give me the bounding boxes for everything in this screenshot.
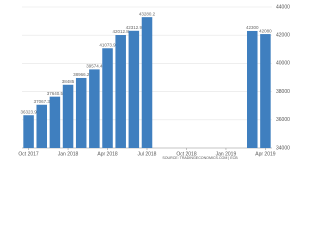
bar <box>49 96 61 148</box>
value-label: 38485 <box>62 79 75 84</box>
bar <box>102 48 113 148</box>
source: SOURCE: TRADINGECONOMICS.COM | ECB <box>162 156 238 160</box>
y-tick-label: 34000 <box>276 145 290 151</box>
y-tick-label: 38000 <box>276 89 290 95</box>
value-label: 42312.9 <box>126 25 143 30</box>
y-tick-label: 36000 <box>276 117 290 123</box>
bar <box>260 34 271 148</box>
value-label: 43280.2 <box>139 11 156 16</box>
bar <box>36 104 47 148</box>
bar <box>141 17 153 148</box>
value-label: 39574.4 <box>86 64 103 69</box>
bar <box>62 84 74 148</box>
value-label: 42080 <box>259 28 272 33</box>
y-tick-label: 42000 <box>276 33 290 39</box>
x-tick-label: Jan 2018 <box>58 151 79 157</box>
x-tick-label: Apr 2018 <box>97 151 118 157</box>
value-label: 41073.9 <box>99 42 116 47</box>
chart: SOURCE: TRADINGECONOMICS.COM | ECB 34000… <box>18 4 290 160</box>
x-tick-label: Oct 2018 <box>176 151 197 157</box>
value-label: 42012.8 <box>113 29 130 34</box>
y-tick-label: 40000 <box>276 61 290 67</box>
x-tick-label: Jul 2018 <box>138 151 157 157</box>
bar <box>247 30 258 148</box>
value-label: 37067.3 <box>34 99 51 104</box>
bar <box>89 69 100 148</box>
value-label: 38966.2 <box>73 72 90 77</box>
y-tick-label: 44000 <box>276 4 290 10</box>
x-tick-label: Apr 2019 <box>255 151 276 157</box>
value-label: 36323.9 <box>20 109 37 114</box>
bar <box>75 77 87 148</box>
x-tick-label: Oct 2017 <box>18 151 39 157</box>
value-label: 37640.5 <box>47 91 64 96</box>
value-label: 42300 <box>246 25 259 30</box>
bar <box>23 115 34 148</box>
bar <box>128 30 140 149</box>
bar <box>115 35 126 149</box>
x-tick-label: Jan 2019 <box>216 151 237 157</box>
